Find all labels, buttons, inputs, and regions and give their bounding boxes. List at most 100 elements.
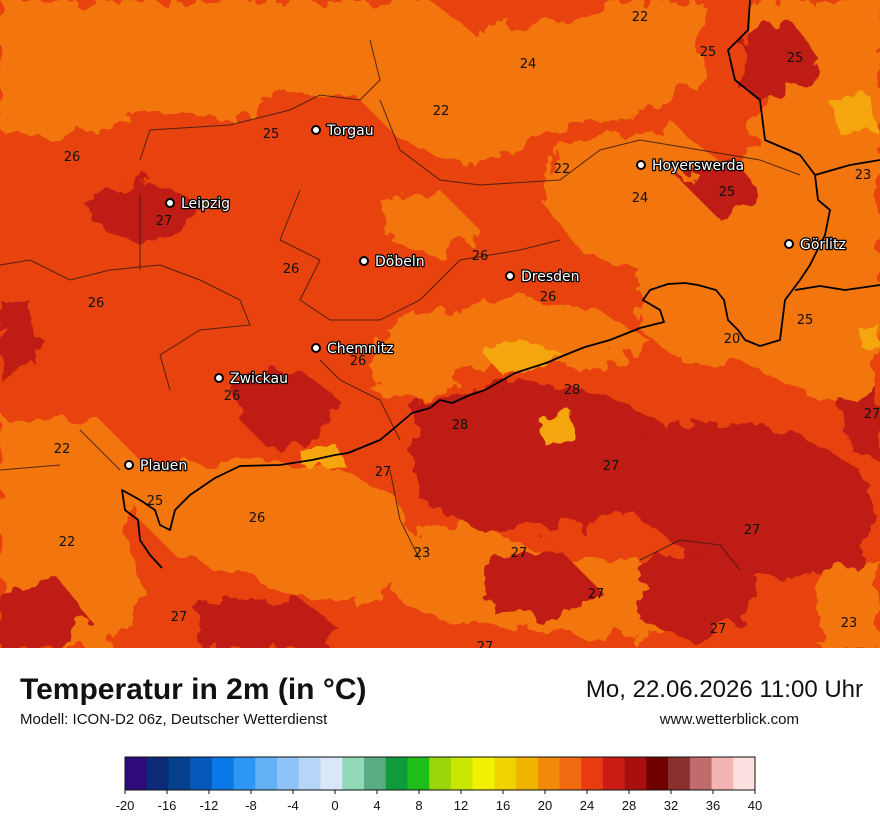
- legend-swatch: [581, 757, 604, 790]
- city-marker: Hoyerswerda: [636, 157, 745, 175]
- city-label: Chemnitz: [327, 341, 394, 357]
- borders: [121, 0, 880, 569]
- temperature-value: 27: [588, 587, 605, 602]
- temperature-value: 27: [375, 465, 392, 480]
- temperature-value: 23: [414, 546, 431, 561]
- legend-tick-label: -12: [200, 798, 219, 813]
- website-link[interactable]: www.wetterblick.com: [659, 711, 799, 728]
- temperature-value: 27: [511, 546, 528, 561]
- temperature-value: 27: [864, 407, 880, 422]
- temperature-value: 22: [59, 535, 76, 550]
- temperature-value: 23: [855, 168, 872, 183]
- legend-swatch: [255, 757, 278, 790]
- temperature-value: 28: [564, 383, 581, 398]
- city-label: Hoyerswerda: [652, 158, 744, 174]
- city-label: Zwickau: [230, 371, 288, 387]
- temperature-value: 28: [452, 418, 469, 433]
- legend-tick-label: 4: [373, 798, 380, 813]
- temperature-value: 25: [797, 313, 814, 328]
- legend-ticks: -20 -16 -12 -8 -4 0 4 8 12 16 20 24 28 32 36 40: [116, 790, 762, 813]
- temperature-value: 22: [433, 104, 450, 119]
- temperature-value: 20: [724, 332, 741, 347]
- city-marker: Leipzig: [165, 195, 231, 213]
- legend-tick-label: 12: [454, 798, 468, 813]
- legend-swatch: [689, 757, 713, 790]
- map-title: Temperatur in 2m (in °C): [20, 673, 367, 706]
- temperature-value: 26: [540, 290, 557, 305]
- legend-swatch: [125, 757, 148, 790]
- city-marker: Chemnitz: [311, 340, 395, 358]
- temperature-map: 22 25 24 25 22 25 26 22 23 25 24 27 26 26 26 26 25 20 26 28…: [0, 0, 880, 648]
- city-marker: Döbeln: [359, 253, 426, 271]
- legend-swatch: [233, 757, 256, 790]
- legend-swatch: [320, 757, 343, 790]
- legend-swatch: [429, 757, 452, 790]
- temperature-value: 25: [147, 494, 164, 509]
- temperature-value: 23: [841, 616, 858, 631]
- city-marker: Görlitz: [784, 236, 847, 254]
- legend-swatch: [668, 757, 691, 790]
- temperature-value: 22: [632, 10, 649, 25]
- warm-zones: [0, 20, 880, 648]
- legend-tick-label: -20: [116, 798, 135, 813]
- legend-swatch: [602, 757, 626, 790]
- legend-swatch: [298, 757, 322, 790]
- footer: Temperatur in 2m (in °C) Modell: ICON-D2…: [0, 648, 880, 830]
- city-marker: Dresden: [505, 268, 581, 286]
- temperature-value: 25: [719, 185, 736, 200]
- temperature-value: 22: [554, 162, 571, 177]
- temperature-value: 25: [263, 127, 280, 142]
- temperature-value: 27: [603, 459, 620, 474]
- city-markers: Torgau Hoyerswerda Leipzig Görlitz Döbeln Dre…: [124, 122, 847, 475]
- legend-tick-label: 28: [622, 798, 636, 813]
- city-label: Plauen: [140, 458, 187, 474]
- legend-swatch: [342, 757, 365, 790]
- legend-swatch: [516, 757, 539, 790]
- legend-tick-label: -16: [158, 798, 177, 813]
- legend-tick-label: -4: [287, 798, 299, 813]
- city-dot: [311, 125, 321, 135]
- city-label: Dresden: [521, 269, 580, 285]
- city-marker: Zwickau: [214, 370, 289, 388]
- legend-frame: [124, 756, 756, 791]
- legend-tick-label: 40: [748, 798, 762, 813]
- cool-zones: [0, 0, 880, 648]
- city-dot: [505, 271, 515, 281]
- legend-swatch: [624, 757, 647, 790]
- temperature-value: 26: [88, 296, 105, 311]
- temperature-value: 25: [787, 51, 804, 66]
- legend-swatch: [559, 757, 582, 790]
- legend-swatch: [168, 757, 191, 790]
- legend-swatch: [190, 757, 213, 790]
- temperature-value: 27: [710, 622, 727, 637]
- legend-tick-label: 36: [706, 798, 720, 813]
- legend-swatch: [407, 757, 430, 790]
- city-dot: [359, 256, 369, 266]
- temperature-value: 26: [350, 354, 367, 369]
- legend-swatch: [646, 757, 669, 790]
- legend-tick-label: 16: [496, 798, 510, 813]
- city-dot: [311, 343, 321, 353]
- temperature-value: 27: [744, 523, 761, 538]
- color-legend: -20 -16 -12 -8 -4 0 4 8 12 16 20 24 28 32 36 40: [116, 756, 762, 813]
- temperature-value: 26: [224, 389, 241, 404]
- city-marker: Plauen: [124, 457, 189, 475]
- temperature-value: 26: [283, 262, 300, 277]
- city-dot: [784, 239, 794, 249]
- temperature-value: 24: [520, 57, 537, 72]
- legend-tick-label: 24: [580, 798, 594, 813]
- temperature-value: 24: [632, 191, 649, 206]
- legend-swatch: [711, 757, 734, 790]
- temperature-value: 26: [472, 249, 489, 264]
- temperature-value: 27: [156, 214, 173, 229]
- temperature-value: 26: [249, 511, 266, 526]
- temperature-value: 26: [64, 150, 81, 165]
- legend-swatches: [125, 757, 756, 790]
- legend-swatch: [494, 757, 517, 790]
- legend-tick-label: -8: [245, 798, 257, 813]
- city-label: Görlitz: [800, 237, 846, 253]
- temperature-value: 27: [171, 610, 188, 625]
- legend-tick-label: 0: [331, 798, 338, 813]
- city-label: Torgau: [326, 123, 374, 139]
- city-dot: [214, 373, 224, 383]
